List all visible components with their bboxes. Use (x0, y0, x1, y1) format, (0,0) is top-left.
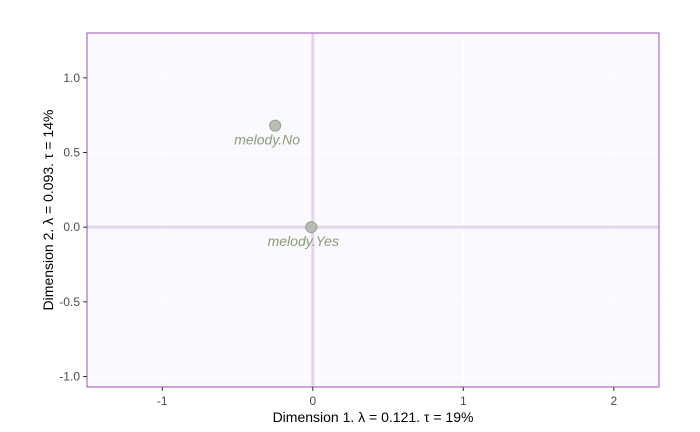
x-axis-title: Dimension 1. λ = 0.121. τ = 19% (273, 409, 474, 425)
data-point (305, 221, 318, 234)
point-melody-no: melody.No (234, 119, 300, 148)
x-tick-label: 1 (460, 394, 467, 408)
y-tick-label: -1.0 (59, 370, 80, 384)
point-label: melody.No (234, 132, 300, 148)
y-tick-label: 1.0 (63, 71, 80, 85)
x-tick-label: 0 (309, 394, 316, 408)
plot-panel (87, 33, 659, 387)
x-tick-label: -1 (157, 394, 168, 408)
y-axis-ticks: -1.0 -0.5 0.0 0.5 1.0 (59, 71, 87, 384)
y-tick-label: 0.5 (63, 145, 80, 159)
x-tick-label: 2 (610, 394, 617, 408)
zero-reference-lines (87, 33, 659, 387)
data-point (269, 119, 282, 132)
data-points: melody.No melody.Yes (234, 119, 339, 249)
plot-panel-border (86, 32, 660, 388)
point-label: melody.Yes (268, 233, 339, 249)
point-melody-yes: melody.Yes (268, 221, 339, 249)
y-axis-title: Dimension 2. λ = 0.093. τ = 14% (40, 110, 56, 311)
y-tick-label: -0.5 (59, 295, 80, 309)
y-tick-label: 0.0 (63, 220, 80, 234)
x-axis-ticks: -1 0 1 2 (157, 387, 617, 408)
